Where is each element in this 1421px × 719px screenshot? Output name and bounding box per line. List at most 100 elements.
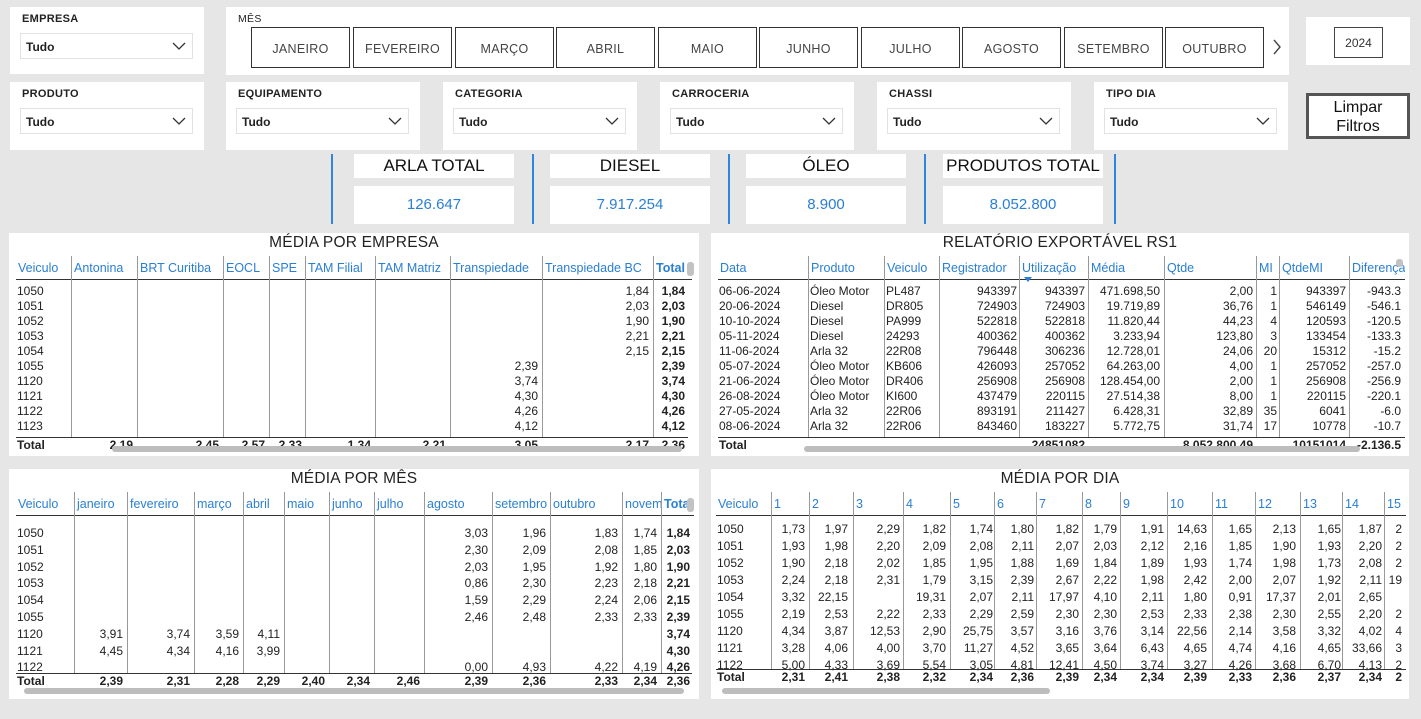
vertical-scrollbar[interactable] — [687, 498, 694, 512]
categoria-slicer: CATEGORIA Tudo — [443, 82, 637, 150]
column-header[interactable]: Veiculo — [18, 261, 59, 275]
total-divider — [16, 673, 692, 674]
column-header[interactable]: 3 — [856, 497, 863, 511]
table-cell: 1,97 — [824, 522, 848, 536]
chassi-dropdown[interactable]: Tudo — [887, 108, 1060, 134]
column-header[interactable]: Veiculo — [18, 497, 59, 511]
column-header[interactable]: Qtde — [1167, 261, 1195, 275]
tipo-dia-dropdown[interactable]: Tudo — [1104, 108, 1277, 134]
column-header[interactable]: Registrador — [942, 261, 1007, 275]
column-header[interactable]: abril — [246, 497, 270, 511]
empresa-label: EMPRESA — [22, 13, 79, 25]
table-cell: 400362 — [976, 329, 1017, 343]
column-header[interactable]: 7 — [1039, 497, 1046, 511]
column-header[interactable]: junho — [332, 497, 363, 511]
horizontal-scrollbar[interactable] — [804, 446, 1360, 452]
column-header[interactable]: 12 — [1258, 497, 1272, 511]
column-header[interactable]: Antonina — [74, 261, 124, 275]
column-header[interactable]: Produto — [811, 261, 855, 275]
column-header[interactable]: Diferença — [1352, 261, 1405, 275]
column-header[interactable]: Veiculo — [887, 261, 928, 275]
table-cell — [73, 329, 135, 344]
horizontal-scrollbar[interactable] — [24, 688, 684, 694]
column-header[interactable]: EOCL — [226, 261, 261, 275]
column-header[interactable]: QtdeMI — [1282, 261, 1323, 275]
column-header[interactable]: 6 — [997, 497, 1004, 511]
column-header[interactable]: 10 — [1170, 497, 1184, 511]
column-header[interactable]: 13 — [1303, 497, 1317, 511]
equipamento-dropdown[interactable]: Tudo — [236, 108, 409, 134]
total-cell: 2,37 — [1317, 670, 1341, 684]
column-header[interactable]: 8 — [1085, 497, 1092, 511]
column-header[interactable]: janeiro — [77, 497, 115, 511]
column-header[interactable]: 11 — [1215, 497, 1228, 511]
column-divider — [71, 256, 72, 437]
carroceria-dropdown[interactable]: Tudo — [670, 108, 843, 134]
column-header[interactable]: BRT Curitiba — [140, 261, 212, 275]
chevron-right-icon[interactable] — [1269, 37, 1285, 57]
table-cell: 4,22 — [594, 660, 618, 675]
categoria-dropdown[interactable]: Tudo — [453, 108, 626, 134]
table-cell — [452, 299, 540, 314]
month-janeiro[interactable]: JANEIRO — [251, 27, 350, 68]
month-abril[interactable]: ABRIL — [556, 27, 655, 68]
sort-descending-icon[interactable] — [1024, 277, 1032, 282]
column-header[interactable]: MI — [1259, 261, 1273, 275]
media-empresa-table[interactable]: Veiculo Antonina BRT Curitiba EOCL SPE TAM Fi… — [16, 256, 694, 454]
month-setembro[interactable]: SETEMBRO — [1064, 27, 1163, 68]
column-header[interactable]: TAM Matriz — [378, 261, 441, 275]
media-dia-table[interactable]: Veiculo 1 2 3 4 5 6 7 8 9 10 11 12 13 14 15 1050 1,73 1,97… — [716, 492, 1406, 697]
column-header[interactable]: março — [197, 497, 232, 511]
column-header[interactable]: Utilização — [1022, 261, 1077, 275]
column-header[interactable]: Total — [656, 261, 685, 275]
column-header[interactable]: 9 — [1123, 497, 1130, 511]
table-cell — [377, 344, 448, 359]
column-header[interactable]: maio — [287, 497, 315, 511]
column-header[interactable]: julho — [377, 497, 404, 511]
column-header[interactable]: 5 — [953, 497, 960, 511]
column-header[interactable]: fevereiro — [130, 497, 179, 511]
column-header[interactable]: 4 — [906, 497, 913, 511]
table-cell: 3,74 — [666, 626, 690, 641]
table-cell — [225, 389, 267, 404]
column-header[interactable]: 1 — [774, 497, 781, 511]
media-mes-table[interactable]: Veiculo janeiro fevereiro março abril maio jun… — [16, 492, 694, 697]
clear-filters-button[interactable]: Limpar Filtros — [1306, 93, 1410, 139]
vertical-scrollbar[interactable] — [1396, 259, 1403, 267]
column-header[interactable]: Data — [720, 261, 747, 275]
column-header[interactable]: agosto — [427, 497, 465, 511]
table-cell: 1,85 — [633, 542, 657, 557]
column-header[interactable]: Transpiedade — [453, 261, 529, 275]
month-agosto[interactable]: AGOSTO — [962, 27, 1061, 68]
column-header[interactable]: Média — [1091, 261, 1126, 275]
column-header[interactable]: Total — [664, 497, 693, 511]
column-header[interactable]: 14 — [1345, 497, 1359, 511]
table-cell: 1051 — [17, 542, 44, 557]
column-header[interactable]: setembro — [495, 497, 548, 511]
column-header[interactable]: novembro — [625, 497, 661, 511]
table-cell — [76, 593, 125, 608]
column-header[interactable]: outubro — [553, 497, 596, 511]
horizontal-scrollbar[interactable] — [112, 446, 682, 452]
column-header[interactable]: 15 — [1387, 497, 1401, 511]
month-outubro[interactable]: OUTUBRO — [1165, 27, 1264, 68]
month-julho[interactable]: JULHO — [861, 27, 960, 68]
month-março[interactable]: MARÇO — [455, 27, 554, 68]
column-header[interactable]: 2 — [812, 497, 819, 511]
relatorio-table[interactable]: Data Produto Veiculo Registrador Utilização M… — [718, 256, 1405, 454]
horizontal-scrollbar[interactable] — [722, 688, 1050, 694]
empresa-dropdown[interactable]: Tudo — [20, 33, 193, 59]
table-cell: 27.514,38 — [1106, 389, 1160, 403]
column-header[interactable]: TAM Filial — [308, 261, 363, 275]
month-fevereiro[interactable]: FEVEREIRO — [353, 27, 452, 68]
vertical-scrollbar[interactable] — [687, 262, 694, 276]
carroceria-slicer: CARROCERIA Tudo — [660, 82, 854, 150]
column-header[interactable]: SPE — [272, 261, 298, 275]
column-header[interactable]: Transpiedade BC — [545, 261, 642, 275]
month-junho[interactable]: JUNHO — [759, 27, 858, 68]
year-button[interactable]: 2024 — [1334, 27, 1383, 58]
column-header[interactable]: Veiculo — [718, 497, 759, 511]
month-maio[interactable]: MAIO — [658, 27, 757, 68]
table-cell — [76, 610, 125, 625]
produto-dropdown[interactable]: Tudo — [20, 108, 193, 134]
